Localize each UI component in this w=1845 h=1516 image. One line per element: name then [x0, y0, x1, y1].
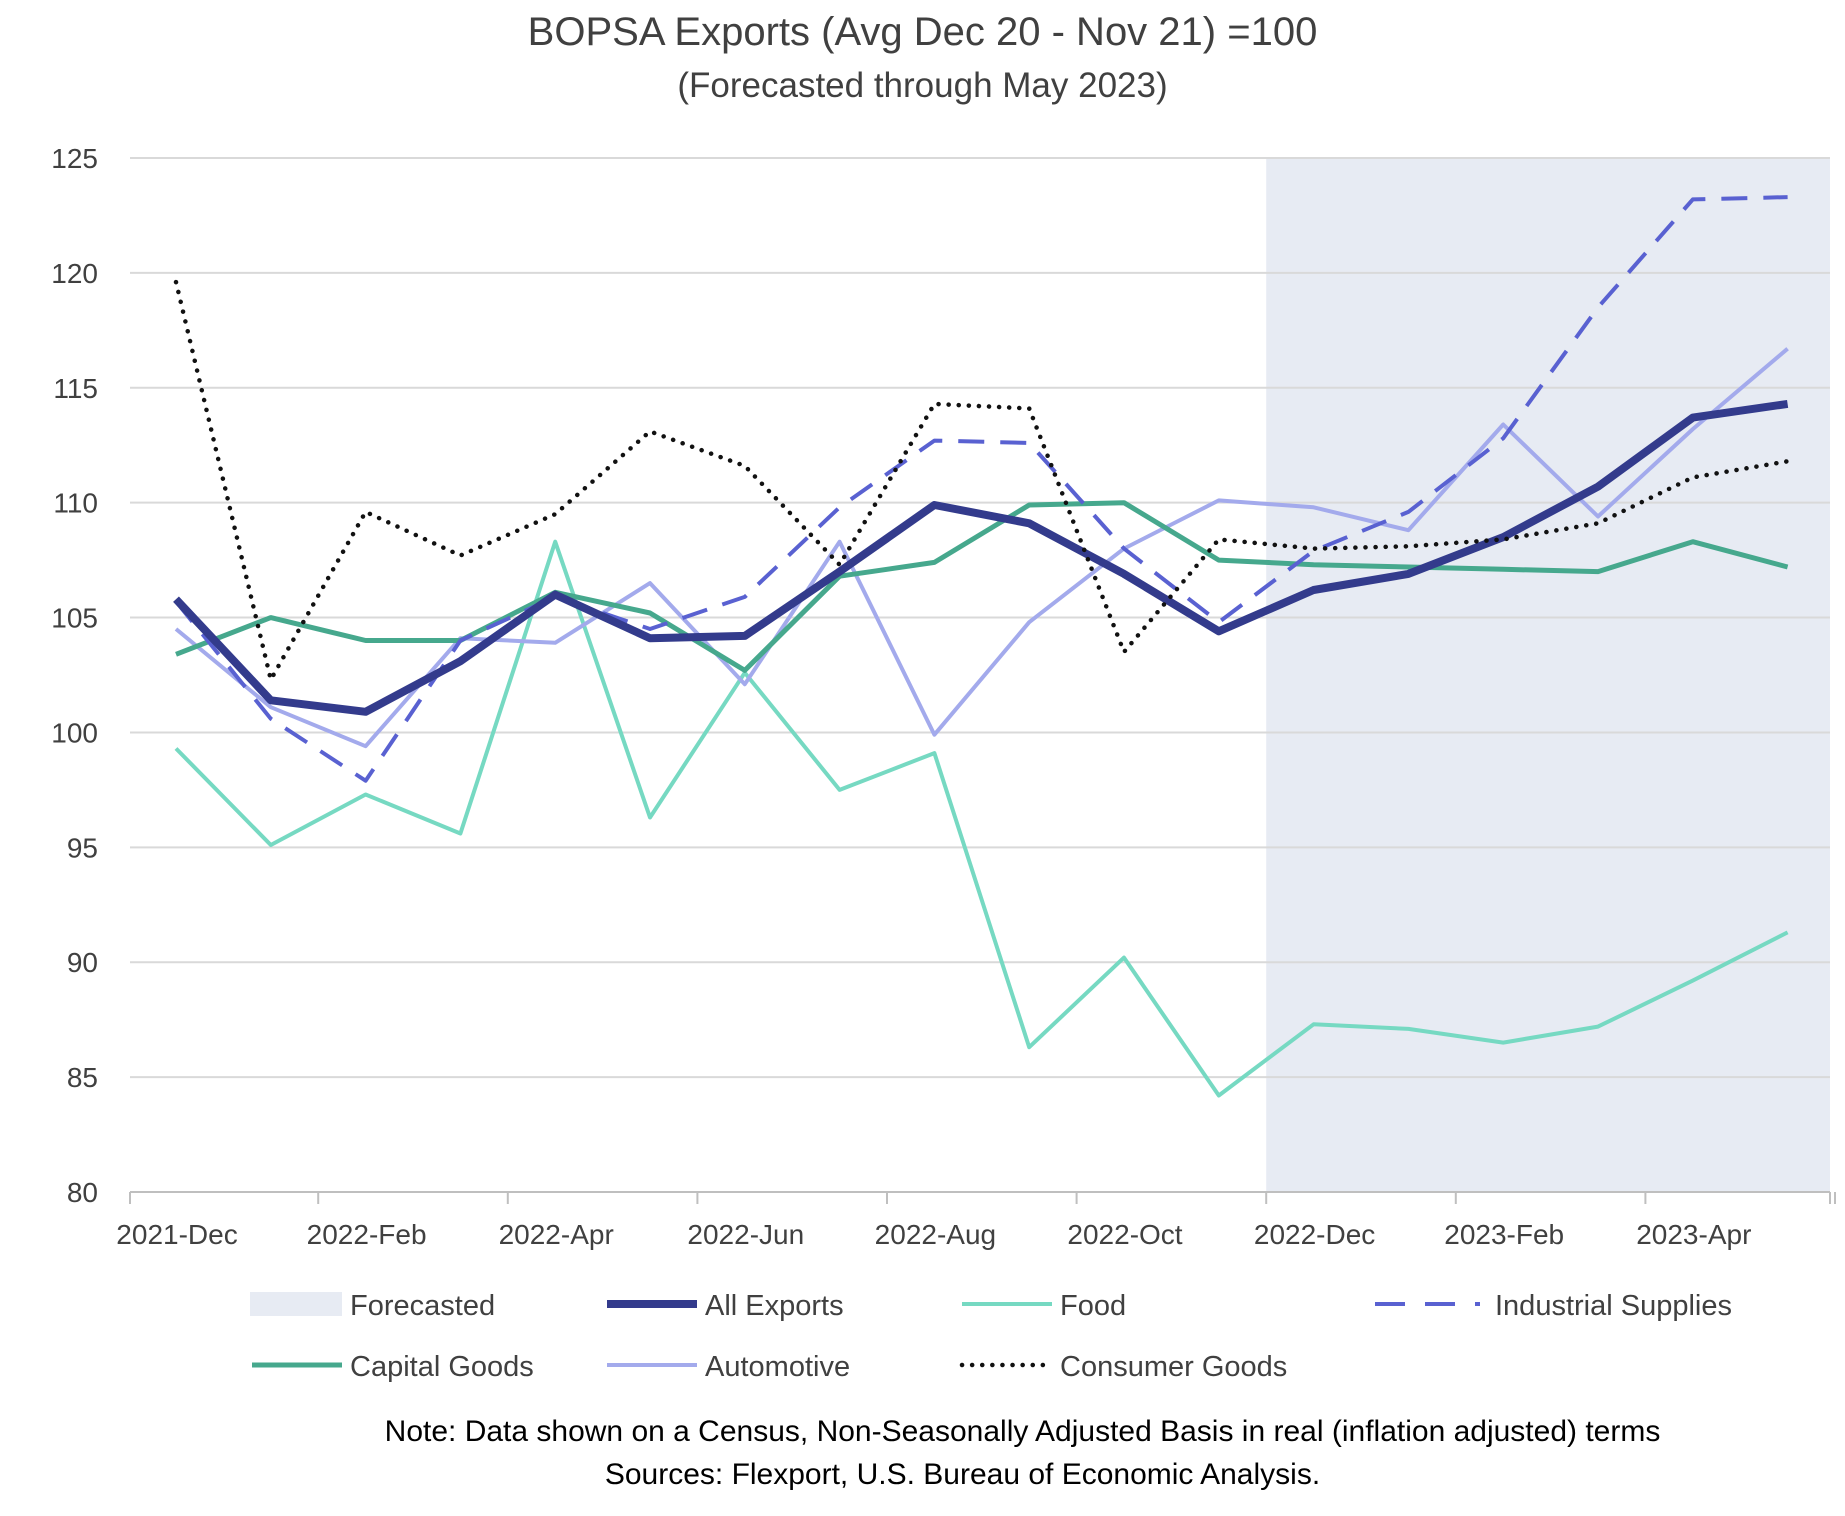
y-tick-label: 115 [53, 373, 98, 404]
chart-subtitle: (Forecasted through May 2023) [677, 66, 1168, 105]
series-line-industrial-supplies [174, 195, 1788, 783]
x-tick-label: 2022-Jun [687, 1219, 804, 1250]
x-tick-label: 2022-Dec [1254, 1219, 1375, 1250]
note-text: Note: Data shown on a Census, Non-Season… [384, 1415, 1661, 1448]
x-tick-label: 2022-Oct [1067, 1219, 1182, 1250]
x-tick-label: 2022-Aug [875, 1219, 996, 1250]
y-tick-label: 105 [51, 603, 98, 634]
y-tick-label: 80 [67, 1177, 98, 1208]
x-tick-label: 2023-Feb [1444, 1219, 1564, 1250]
legend-label-all-exports: All Exports [705, 1290, 844, 1322]
forecast-band [1266, 158, 1830, 1192]
legend-label-industrial-supplies: Industrial Supplies [1495, 1290, 1732, 1322]
x-tick-label: 2022-Apr [499, 1219, 614, 1250]
chart-title: BOPSA Exports (Avg Dec 20 - Nov 21) =100 [527, 10, 1318, 54]
legend-label-food: Food [1060, 1290, 1126, 1322]
series-line-capital-goods [175, 500, 1789, 673]
series-line-all-exports [173, 399, 1789, 716]
y-tick-label: 85 [67, 1062, 98, 1093]
axes: 80 85 90 95 100 105 110 115 120 125 2021-Dec 2022-F… [51, 143, 1836, 1250]
series-line-consumer-goods [173, 279, 1790, 682]
y-tick-label: 110 [53, 488, 98, 519]
y-tick-label: 120 [51, 258, 98, 289]
legend-label-automotive: Automotive [705, 1351, 850, 1383]
y-tick-label: 100 [51, 717, 98, 748]
legend-label-consumer-goods: Consumer Goods [1060, 1351, 1287, 1383]
legend-label-capital-goods: Capital Goods [350, 1351, 534, 1383]
y-tick-label: 125 [51, 143, 98, 174]
legend-swatch-forecasted [250, 1292, 342, 1316]
x-tick-label: 2021-Dec [116, 1219, 237, 1250]
series-line-automotive [174, 347, 1789, 749]
legend-label-forecasted: Forecasted [350, 1290, 495, 1322]
forecast-band-layer [1266, 158, 1830, 1192]
legend: Forecasted All Exports Food Industrial Supp… [250, 1290, 1732, 1383]
series-lines [173, 195, 1790, 1098]
series-line-food [174, 539, 1789, 1098]
x-tick-label: 2023-Apr [1636, 1219, 1751, 1250]
sources-text: Sources: Flexport, U.S. Bureau of Econom… [604, 1458, 1321, 1491]
gridlines [130, 157, 1830, 1079]
y-tick-label: 95 [67, 832, 98, 863]
y-tick-label: 90 [67, 947, 98, 978]
x-tick-label: 2022-Feb [307, 1219, 427, 1250]
